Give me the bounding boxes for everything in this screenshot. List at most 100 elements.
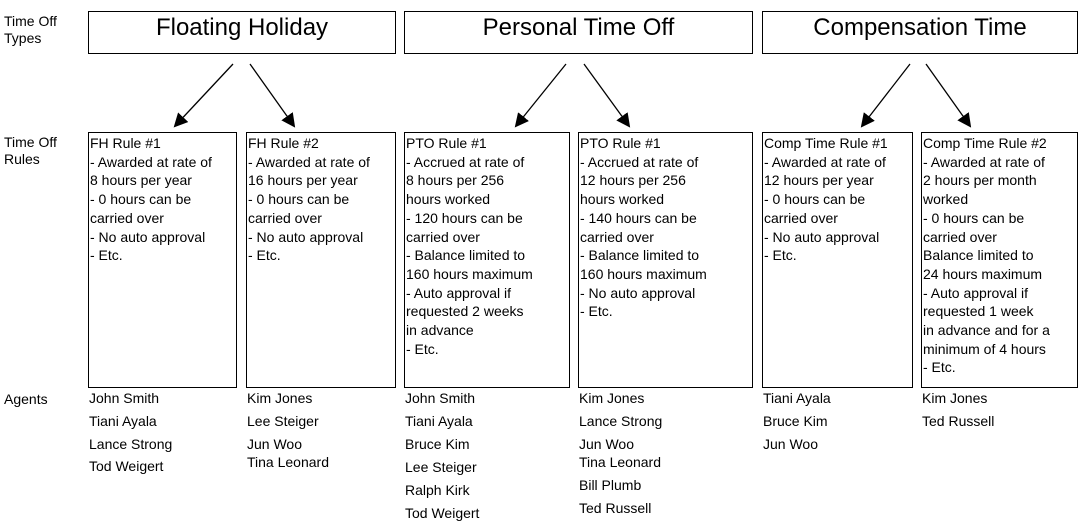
rule-line: 16 hours per year [248, 172, 358, 189]
rule-line: - Etc. [764, 247, 797, 264]
rule-line: - Awarded at rate of [764, 153, 886, 170]
agent-name: Tiani Ayala [89, 413, 157, 429]
rule-line: in advance [406, 322, 474, 339]
rule-line: requested 2 weeks [406, 303, 524, 320]
rule-line: - Etc. [923, 359, 956, 376]
rule-line: - No auto approval [248, 228, 364, 245]
agent-name: Ted Russell [922, 413, 995, 429]
rule-line: - No auto approval [90, 228, 206, 245]
agent-name: Bruce Kim [405, 436, 470, 452]
arrow-comp-rule1 [860, 63, 911, 128]
rules-row-label-line2: Rules [4, 151, 40, 167]
rule-box-fh-2: FH Rule #2 - Awarded at rate of 16 hours… [246, 132, 396, 388]
rule-line: - Etc. [90, 247, 123, 264]
rule-line: carried over [580, 228, 654, 245]
rule-line: Comp Time Rule #1 [764, 135, 888, 151]
rule-line: - No auto approval [764, 228, 880, 245]
agent-name: Tod Weigert [405, 505, 480, 521]
agent-name: Bill Plumb [579, 477, 642, 493]
rule-line: - 0 hours can be [248, 191, 350, 208]
agent-name: John Smith [405, 390, 476, 406]
agent-name: Kim Jones [922, 390, 988, 406]
agent-name: Ralph Kirk [405, 482, 470, 498]
rule-box-fh-1: FH Rule #1 - Awarded at rate of 8 hours … [88, 132, 237, 388]
arrow-fh-rule1 [173, 63, 234, 128]
rule-line: in advance and for a [923, 322, 1050, 339]
arrow-fh-rule2 [249, 63, 296, 128]
rule-line: - 0 hours can be [764, 191, 866, 208]
rule-line: - Accrued at rate of [580, 153, 699, 170]
agents-row-label: Agents [4, 391, 48, 407]
agent-name: Tina Leonard [247, 454, 329, 470]
rule-line: - 120 hours can be [406, 209, 523, 226]
agent-name: Lance Strong [579, 413, 663, 429]
rule-box-comp-1: Comp Time Rule #1 - Awarded at rate of 1… [762, 132, 913, 388]
rule-line: hours worked [406, 191, 491, 208]
arrow-comp-rule2 [925, 63, 972, 128]
rule-line: carried over [90, 209, 164, 226]
rule-line: Balance limited to [923, 247, 1034, 264]
rules-row-label: Time Off Rules [4, 134, 57, 168]
agent-name: Jun Woo [579, 436, 634, 452]
rule-line: Comp Time Rule #2 [923, 135, 1047, 151]
agent-name: Tiani Ayala [763, 390, 831, 406]
rule-line: - No auto approval [580, 284, 696, 301]
rule-line: - Auto approval if [923, 284, 1029, 301]
types-row-label: Time Off Types [4, 13, 57, 47]
agent-name: Tiani Ayala [405, 413, 473, 429]
agent-name: Tod Weigert [89, 458, 164, 474]
agent-name: Lee Steiger [247, 413, 319, 429]
rule-line: hours worked [580, 191, 665, 208]
rules-row-label-line1: Time Off [4, 134, 57, 150]
rule-line: - Auto approval if [406, 284, 512, 301]
rule-line: 24 hours maximum [923, 265, 1043, 282]
rule-line: carried over [764, 209, 838, 226]
types-row-label-line2: Types [4, 30, 42, 46]
rule-line: - Etc. [580, 303, 613, 320]
type-personal-time-off: Personal Time Off [404, 11, 753, 54]
rule-line: - Awarded at rate of [248, 153, 370, 170]
rule-line: - Awarded at rate of [923, 153, 1045, 170]
rule-line: 8 hours per year [90, 172, 192, 189]
types-row-label-line1: Time Off [4, 13, 57, 29]
agent-name: Tina Leonard [579, 454, 661, 470]
rule-line: 12 hours per 256 [580, 172, 686, 189]
arrow-pto-rule1 [514, 63, 567, 128]
rule-line: 160 hours maximum [580, 265, 707, 282]
rule-line: carried over [406, 228, 480, 245]
rule-line: - Balance limited to [406, 247, 526, 264]
rule-line: - 140 hours can be [580, 209, 697, 226]
type-floating-holiday: Floating Holiday [88, 11, 396, 54]
rule-line: worked [923, 191, 969, 208]
type-compensation-time: Compensation Time [762, 11, 1078, 54]
agent-name: Lee Steiger [405, 459, 477, 475]
rule-line: - Etc. [248, 247, 281, 264]
rule-line: - 0 hours can be [90, 191, 192, 208]
rule-line: 12 hours per year [764, 172, 874, 189]
rule-box-pto-1: PTO Rule #1 - Accrued at rate of 8 hours… [404, 132, 570, 388]
rule-line: 160 hours maximum [406, 265, 533, 282]
rule-box-comp-2: Comp Time Rule #2 - Awarded at rate of 2… [921, 132, 1078, 388]
agent-name: Jun Woo [247, 436, 302, 452]
rule-line: carried over [248, 209, 322, 226]
arrow-pto-rule2 [583, 63, 631, 128]
agent-name: Bruce Kim [763, 413, 828, 429]
rule-line: - Awarded at rate of [90, 153, 212, 170]
rule-line: - Balance limited to [580, 247, 700, 264]
rule-line: requested 1 week [923, 303, 1034, 320]
rule-line: carried over [923, 228, 997, 245]
rule-line: PTO Rule #1 [406, 135, 487, 151]
rule-line: - Accrued at rate of [406, 153, 525, 170]
rule-line: minimum of 4 hours [923, 340, 1046, 357]
rule-line: - 0 hours can be [923, 209, 1025, 226]
agent-name: Kim Jones [247, 390, 313, 406]
agent-name: John Smith [89, 390, 160, 406]
agent-name: Kim Jones [579, 390, 645, 406]
rule-box-pto-2: PTO Rule #1 - Accrued at rate of 12 hour… [578, 132, 753, 388]
rule-line: PTO Rule #1 [580, 135, 661, 151]
agent-name: Ted Russell [579, 500, 652, 516]
rule-line: 2 hours per month [923, 172, 1037, 189]
rule-line: 8 hours per 256 [406, 172, 505, 189]
agent-name: Lance Strong [89, 436, 173, 452]
